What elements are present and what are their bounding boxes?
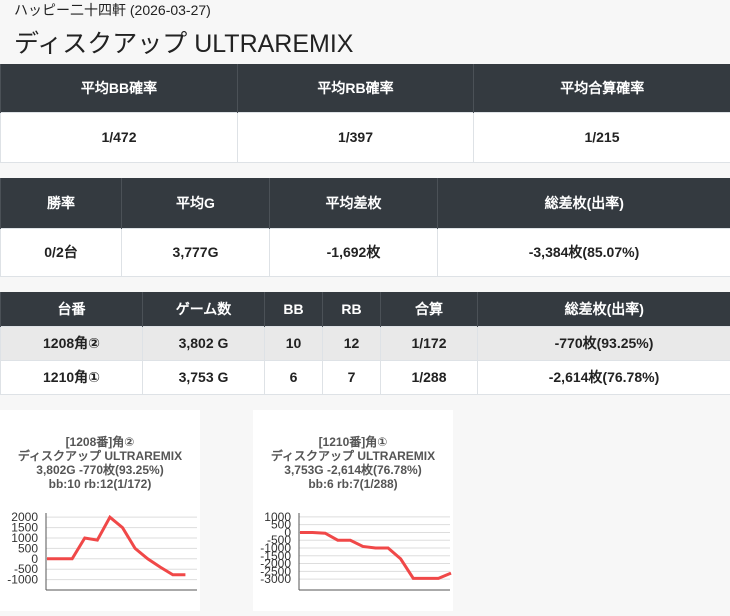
column-header: 総差枚(出率) [478,292,730,326]
table-cell: 3,802 G [143,326,265,360]
y-tick-label: -1000 [7,573,38,587]
column-header: 平均合算確率 [474,64,730,112]
table-cell: -3,384枚(85.07%) [438,228,730,276]
chart-title: 3,802G -770枚(93.25%) [36,462,163,477]
column-header: 総差枚(出率) [438,178,730,228]
table-cell: 3,753 G [143,360,265,394]
table-cell: 10 [265,326,323,360]
table-cell: 1/472 [1,112,238,162]
table-cell: 12 [323,326,381,360]
column-header: 平均BB確率 [1,64,238,112]
table-cell: 3,777G [122,228,270,276]
data-line [47,517,185,575]
column-header: ゲーム数 [143,292,265,326]
table-cell: 1/215 [474,112,730,162]
column-header: BB [265,292,323,326]
table-cell: 7 [323,360,381,394]
column-header: 平均差枚 [270,178,438,228]
table-cell: 1210角① [1,360,143,394]
column-header: 台番 [1,292,143,326]
chart-title: bb:6 rb:7(1/288) [308,477,397,491]
table-cell: 1/397 [238,112,474,162]
table-cell: -2,614枚(76.78%) [478,360,730,394]
table-cell: 1/288 [381,360,478,394]
chart-title: [1208番]角② [66,434,135,449]
store-label: ハッピー二十四軒 (2026-03-27) [14,0,211,20]
header-row: 平均BB確率平均RB確率平均合算確率 [1,64,730,112]
table-cell: 1/172 [381,326,478,360]
column-header: 平均G [122,178,270,228]
page-title: ディスクアップ ULTRAREMIX [14,24,353,60]
table-cell: -1,692枚 [270,228,438,276]
column-header: 勝率 [1,178,122,228]
column-header: 合算 [381,292,478,326]
y-tick-label: -3000 [260,572,291,586]
column-header: 平均RB確率 [238,64,474,112]
table-cell: -770枚(93.25%) [478,326,730,360]
table-cell: 1208角② [1,326,143,360]
table-cell: 0/2台 [1,228,122,276]
table-cell: 6 [265,360,323,394]
chart-title: ディスクアップ ULTRAREMIX [271,448,435,463]
chart-title: ディスクアップ ULTRAREMIX [18,448,182,463]
chart-title: 3,753G -2,614枚(76.78%) [284,462,421,477]
chart-title: [1210番]角① [319,434,388,449]
chart-title: bb:10 rb:12(1/172) [49,477,152,491]
column-header: RB [323,292,381,326]
